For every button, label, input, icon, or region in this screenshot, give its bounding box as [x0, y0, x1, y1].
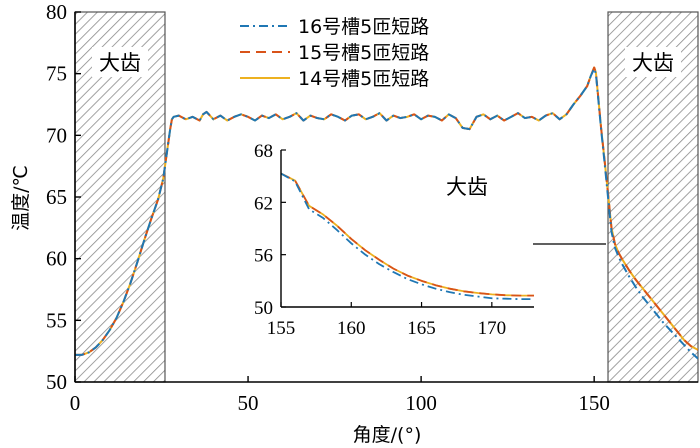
- inset-background: [281, 150, 534, 307]
- y-tick-label: 65: [46, 185, 67, 209]
- inset-y-tick-label: 68: [254, 141, 273, 162]
- inset-x-ticks: 155 160 165 170: [267, 302, 506, 339]
- legend-label-2: 15号槽5匝短路: [298, 42, 429, 64]
- y-ticks: 50 55 60 65 70 75 80: [46, 0, 81, 394]
- y-axis-label: 温度/℃: [10, 165, 32, 231]
- x-tick-label: 50: [238, 391, 259, 415]
- inset-x-tick-label: 170: [478, 318, 507, 339]
- y-tick-label: 75: [46, 62, 67, 86]
- shaded-regions: 大齿 大齿: [74, 11, 699, 383]
- inset-series-line-1: [281, 172, 534, 301]
- shaded-region-left-label: 大齿: [99, 51, 141, 75]
- shaded-region-left-label-bg: [91, 47, 148, 77]
- y-tick-label: 80: [46, 0, 67, 24]
- inset-x-tick-label: 165: [407, 318, 436, 339]
- x-axis-label: 角度/(°): [353, 424, 422, 446]
- x-tick-label: 100: [405, 391, 437, 415]
- inset-y-tick-label: 62: [254, 193, 273, 214]
- inset-annotation: 大齿: [446, 175, 488, 199]
- main-series-group: [75, 66, 698, 360]
- inset-series-line-2: [281, 172, 534, 297]
- y-tick-label: 50: [46, 370, 67, 394]
- x-tick-label: 150: [578, 391, 610, 415]
- y-tick-label: 60: [46, 247, 67, 271]
- inset-y-tick-label: 56: [254, 246, 273, 267]
- legend-label-3: 14号槽5匝短路: [298, 68, 429, 90]
- inset-y-tick-label: 50: [254, 298, 273, 319]
- y-tick-label: 70: [46, 123, 67, 147]
- inset-x-tick-label: 155: [267, 318, 296, 339]
- inset-y-ticks: 50 56 62 68: [254, 141, 286, 319]
- inset-x-tick-label: 160: [337, 318, 366, 339]
- legend-label-1: 16号槽5匝短路: [298, 16, 429, 38]
- shaded-region-right-label-bg: [625, 47, 682, 77]
- series-line-1: [75, 67, 698, 360]
- shaded-region-right-label: 大齿: [632, 51, 674, 75]
- inset-series-group: [281, 172, 534, 301]
- legend: 16号槽5匝短路 15号槽5匝短路 14号槽5匝短路: [240, 16, 429, 90]
- inset-plot: 155 160 165 170 50 56 62 68 大齿: [254, 141, 534, 339]
- y-tick-label: 55: [46, 308, 67, 332]
- x-tick-label: 0: [70, 391, 81, 415]
- x-ticks: 0 50 100 150: [70, 376, 610, 415]
